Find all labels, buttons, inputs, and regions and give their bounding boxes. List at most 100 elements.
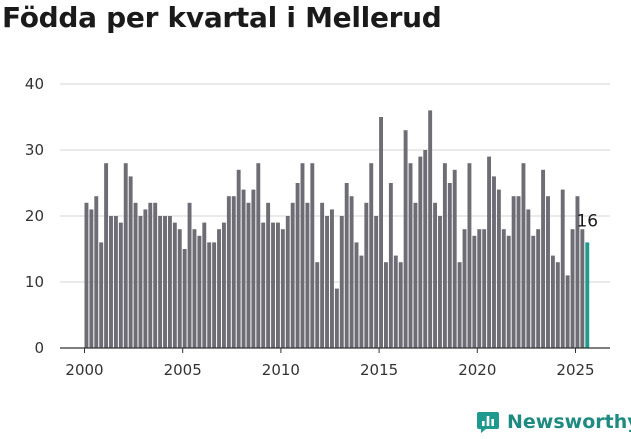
bar — [236, 169, 241, 348]
bar — [138, 216, 143, 348]
y-tick-label: 30 — [25, 141, 44, 159]
x-tick-label: 2025 — [556, 361, 594, 379]
bar — [369, 163, 374, 348]
bar — [492, 176, 496, 348]
bar — [349, 196, 354, 348]
bar — [506, 235, 511, 348]
bar — [541, 169, 546, 348]
bar — [266, 202, 271, 348]
bar — [271, 222, 275, 348]
bar — [388, 183, 393, 348]
bar — [354, 242, 359, 348]
bar — [398, 262, 403, 348]
latest-value-label: 16 — [576, 211, 598, 231]
bar — [364, 202, 369, 348]
brand-logo: Newsworthy — [476, 406, 631, 438]
bar — [231, 196, 236, 348]
bar — [217, 229, 221, 348]
bar — [109, 216, 113, 348]
bar — [158, 216, 163, 348]
bar — [447, 183, 452, 348]
bar — [496, 189, 501, 348]
x-tick-label: 2020 — [458, 361, 496, 379]
bar — [511, 196, 516, 348]
chart-title: Födda per kvartal i Mellerud — [2, 1, 442, 34]
bar — [467, 163, 472, 348]
bar — [256, 163, 261, 348]
bar — [477, 229, 482, 348]
bar — [315, 262, 320, 348]
bar — [575, 196, 580, 348]
bar — [300, 163, 305, 348]
bar — [555, 262, 560, 348]
bar — [84, 202, 89, 348]
bar — [310, 163, 315, 348]
bar — [580, 229, 585, 348]
bar — [472, 235, 477, 348]
bar — [113, 216, 118, 348]
y-tick-label: 20 — [25, 207, 44, 225]
bar — [482, 229, 487, 348]
bar — [521, 163, 526, 348]
bar — [290, 202, 295, 348]
bar — [104, 163, 109, 348]
bar — [192, 229, 197, 348]
bar — [462, 229, 467, 348]
bar — [128, 176, 133, 348]
axes — [60, 347, 610, 353]
bar — [344, 183, 349, 348]
bar — [428, 110, 433, 349]
bar — [241, 189, 246, 348]
x-tick-label: 2010 — [262, 361, 300, 379]
bar — [133, 202, 138, 348]
bar — [207, 242, 212, 348]
bar — [320, 202, 325, 348]
bar — [536, 229, 541, 348]
bar — [153, 202, 158, 348]
newsworthy-logo-icon — [477, 412, 499, 433]
bar — [359, 255, 364, 348]
bar — [221, 222, 226, 348]
bar — [457, 262, 462, 348]
bar — [295, 183, 300, 348]
bar — [408, 163, 413, 348]
bar — [172, 222, 177, 348]
bar — [187, 202, 192, 348]
bar — [487, 156, 492, 348]
bar — [89, 209, 94, 348]
bar — [305, 202, 310, 348]
bar — [182, 249, 187, 348]
bar — [550, 255, 555, 348]
bar — [393, 255, 398, 348]
bar — [226, 196, 231, 348]
brand-name: Newsworthy — [507, 411, 631, 433]
bar — [423, 150, 428, 348]
bar-latest — [585, 242, 590, 348]
bar — [197, 235, 202, 348]
y-tick-label: 10 — [25, 273, 44, 291]
bar — [143, 209, 148, 348]
bar — [167, 216, 172, 348]
bar — [516, 196, 521, 348]
bar — [251, 189, 256, 348]
bar — [123, 163, 128, 348]
bar — [163, 216, 167, 348]
bar — [531, 235, 536, 348]
labels: 0 10 20 30 40 2000 2005 2010 2015 2020 2025 16 — [25, 75, 598, 379]
bar — [118, 222, 123, 348]
bar — [325, 216, 329, 348]
bar — [418, 156, 423, 348]
y-tick-label: 0 — [34, 339, 44, 357]
bar — [570, 229, 575, 348]
bar — [285, 216, 290, 348]
bar — [212, 242, 217, 348]
bar — [246, 202, 251, 348]
bar — [452, 169, 457, 348]
x-tick-label: 2000 — [65, 361, 103, 379]
bar — [339, 216, 344, 348]
bar — [433, 202, 438, 348]
bar — [330, 209, 334, 348]
bar — [148, 202, 153, 348]
bar — [280, 229, 285, 348]
